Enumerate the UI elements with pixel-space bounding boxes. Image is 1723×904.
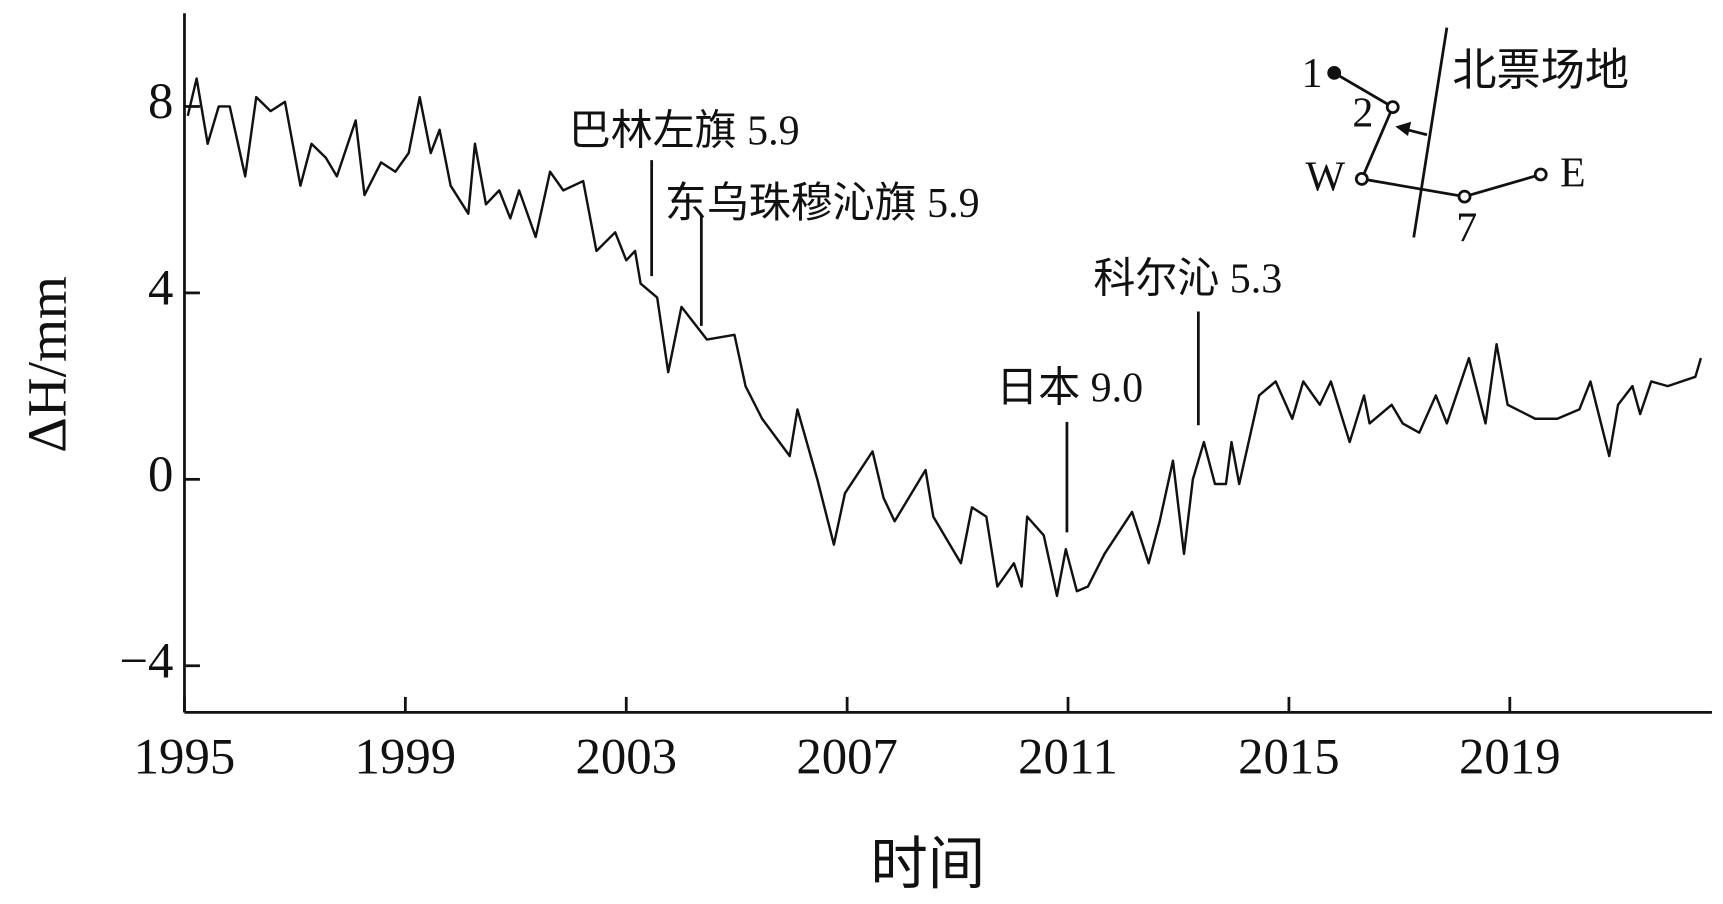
- x-tick-label: 2007: [796, 729, 898, 785]
- event-label: 科尔沁 5.3: [1093, 256, 1282, 302]
- event-label: 巴林左旗 5.9: [569, 108, 800, 154]
- site-label: 北票场地: [1452, 46, 1629, 95]
- point-label: 2: [1352, 91, 1373, 137]
- point: [1533, 167, 1548, 182]
- arrow-head: [1395, 121, 1412, 137]
- y-tick-label: 4: [148, 260, 173, 316]
- x-tick-label: 2011: [1018, 729, 1118, 785]
- x-tick-label: 2015: [1238, 729, 1340, 785]
- point-label: E: [1560, 150, 1586, 196]
- y-tick-label: 0: [148, 446, 173, 502]
- y-tick-label: −4: [119, 632, 173, 688]
- x-axis-label: 时间: [870, 834, 985, 897]
- point-label: 1: [1302, 51, 1323, 97]
- inset-diagram: [1327, 27, 1548, 238]
- point: [1327, 65, 1342, 80]
- point: [1457, 189, 1472, 204]
- x-tick-label: 1999: [355, 729, 457, 785]
- point-label: W: [1306, 155, 1346, 201]
- y-axis-label: ΔH/mm: [17, 276, 78, 453]
- point: [1385, 100, 1400, 115]
- x-tick-label: 2019: [1459, 729, 1561, 785]
- x-tick-label: 1995: [134, 729, 236, 785]
- point: [1354, 172, 1369, 186]
- y-tick-label: 8: [148, 73, 173, 129]
- event-label: 日本 9.0: [996, 366, 1143, 412]
- x-tick-label: 2003: [575, 729, 677, 785]
- event-label: 东乌珠穆沁旗 5.9: [665, 180, 980, 227]
- fault-line: [1412, 27, 1449, 238]
- point-label: 7: [1456, 206, 1477, 252]
- data-line: [186, 77, 1703, 598]
